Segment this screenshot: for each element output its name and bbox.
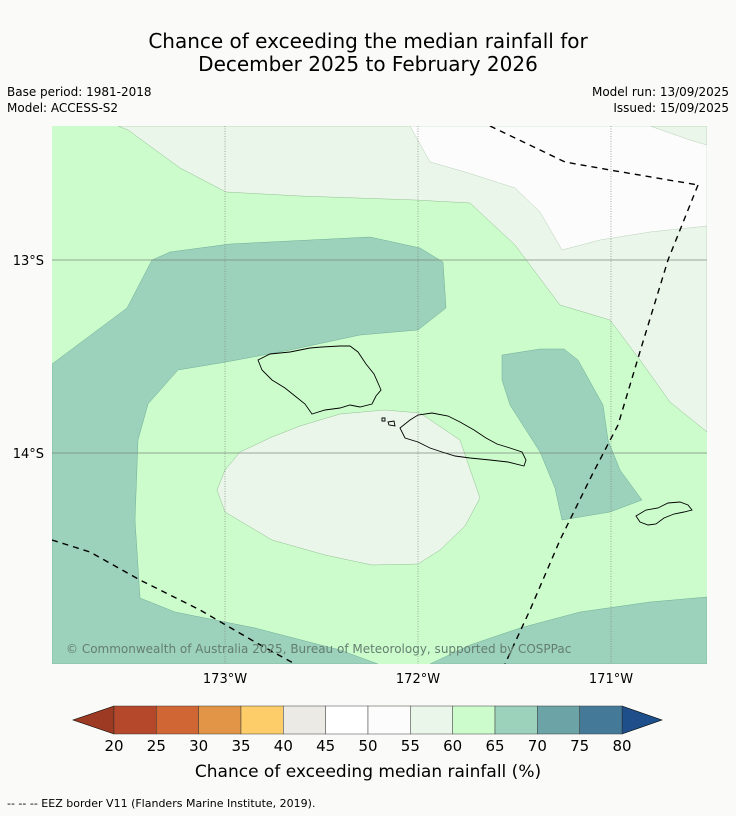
map-panel: © Commonwealth of Australia 2025, Bureau… xyxy=(52,126,707,664)
apolima-island xyxy=(381,417,386,422)
colorbar-tick-20: 20 xyxy=(104,737,123,755)
lat-label-14s: 14°S xyxy=(13,447,44,462)
colorbar-tick-65: 65 xyxy=(485,737,504,755)
colorbar-segment-55-60 xyxy=(410,705,453,735)
issued-date: Issued: 15/09/2025 xyxy=(613,101,729,115)
colorbar-segment-40-45 xyxy=(283,705,326,735)
upolu-island xyxy=(399,412,527,467)
colorbar-over-arrow xyxy=(621,705,663,735)
savaii-island xyxy=(257,345,382,415)
title-line-2: December 2025 to February 2026 xyxy=(198,52,538,76)
map-title: Chance of exceeding the median rainfall … xyxy=(0,30,736,76)
colorbar-segment-75-80 xyxy=(579,705,623,735)
colorbar-tick-60: 60 xyxy=(443,737,462,755)
model-name: Model: ACCESS-S2 xyxy=(7,101,119,115)
colorbar-segment-60-65 xyxy=(452,705,496,735)
eez-legend-note: -- -- -- EEZ border V11 (Flanders Marine… xyxy=(7,797,316,810)
colorbar-tick-80: 80 xyxy=(612,737,631,755)
copyright-text: © Commonwealth of Australia 2025, Bureau… xyxy=(66,642,571,656)
eez-border-southwest xyxy=(52,539,296,664)
colorbar-segment-45-50 xyxy=(325,705,369,735)
colorbar-segment-30-35 xyxy=(198,705,242,735)
tutuila-island xyxy=(635,501,693,526)
colorbar-tick-25: 25 xyxy=(147,737,166,755)
colorbar-tick-50: 50 xyxy=(358,737,377,755)
meta-left: Base period: 1981-2018 Model: ACCESS-S2 xyxy=(7,84,152,116)
title-line-1: Chance of exceeding the median rainfall … xyxy=(148,29,588,53)
base-period: Base period: 1981-2018 xyxy=(7,85,152,99)
model-run: Model run: 13/09/2025 xyxy=(591,85,729,99)
manono-island xyxy=(387,420,396,427)
colorbar-segment-25-30 xyxy=(156,705,199,735)
lon-label-173w: 173°W xyxy=(203,672,247,687)
meta-right: Model run: 13/09/2025 Issued: 15/09/2025 xyxy=(592,84,729,116)
colorbar-segment-65-70 xyxy=(494,705,538,735)
colorbar-tick-75: 75 xyxy=(570,737,589,755)
lon-label-171w: 171°W xyxy=(589,672,633,687)
colorbar-tick-70: 70 xyxy=(528,737,547,755)
region-65-70-south xyxy=(429,596,707,664)
colorbar-segment-35-40 xyxy=(240,705,284,735)
region-55-60-central xyxy=(216,409,481,566)
graticule xyxy=(52,126,707,664)
lon-label-172w: 172°W xyxy=(396,672,440,687)
region-50-55-ne xyxy=(409,126,707,251)
coastlines xyxy=(257,345,693,526)
colorbar-tick-35: 35 xyxy=(231,737,250,755)
colorbar-tick-40: 40 xyxy=(274,737,293,755)
region-65-70-west xyxy=(52,236,447,664)
colorbar-tick-30: 30 xyxy=(189,737,208,755)
lat-label-13s: 13°S xyxy=(13,254,44,269)
colorbar: 20 25 30 35 40 45 50 55 60 65 70 75 80 xyxy=(72,705,663,755)
eez-border-east xyxy=(504,184,699,664)
region-65-70-east xyxy=(501,348,643,521)
eez-border xyxy=(52,126,699,664)
axis-labels: 13°S 14°S 173°W 172°W 171°W xyxy=(13,254,634,687)
colorbar-tick-45: 45 xyxy=(316,737,335,755)
colorbar-segment-50-55 xyxy=(367,705,411,735)
colorbar-tick-55: 55 xyxy=(401,737,420,755)
colorbar-segment-70-75 xyxy=(537,705,580,735)
colorbar-label: Chance of exceeding median rainfall (%) xyxy=(194,762,542,782)
colorbar-segment-20-25 xyxy=(113,705,157,735)
colorbar-under-arrow xyxy=(72,705,115,735)
